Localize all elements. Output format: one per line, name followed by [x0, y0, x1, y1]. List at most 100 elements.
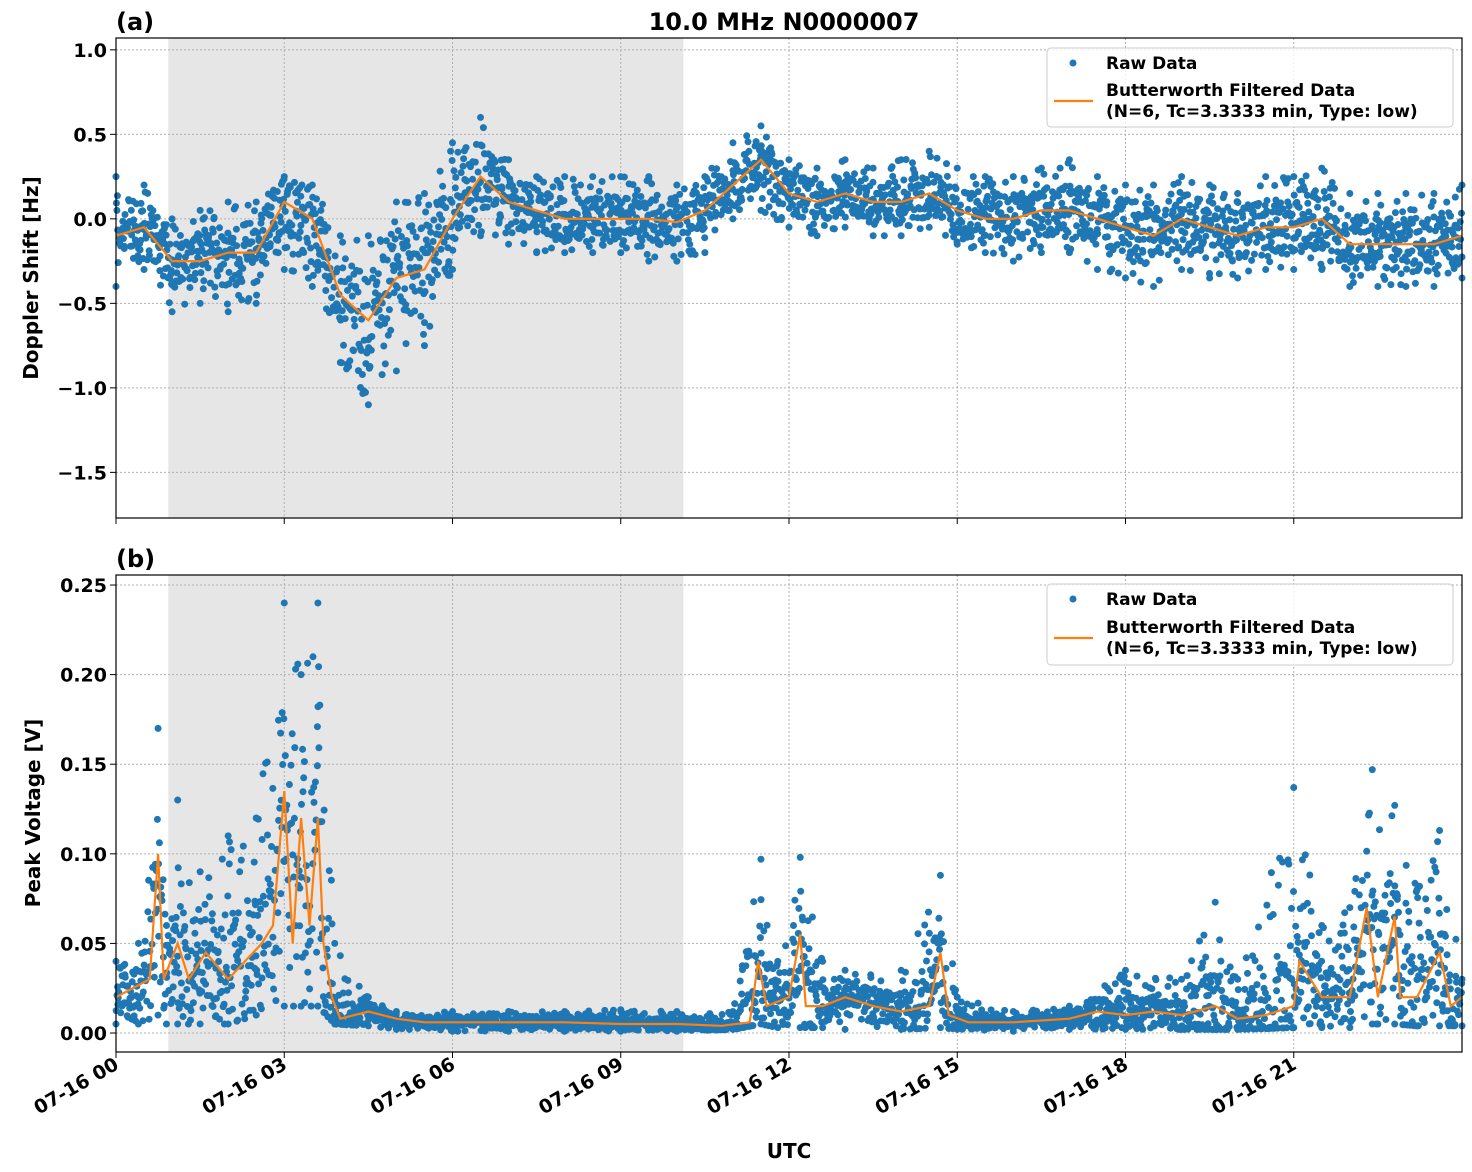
raw-data-point — [1037, 249, 1045, 257]
raw-data-point — [364, 232, 372, 240]
raw-data-point — [299, 745, 307, 753]
raw-data-point — [1376, 252, 1384, 260]
raw-data-point — [711, 226, 719, 234]
raw-data-point — [217, 925, 225, 933]
raw-data-point — [162, 231, 170, 239]
raw-data-point — [491, 158, 499, 166]
raw-data-point — [293, 212, 301, 220]
raw-data-point — [1334, 238, 1342, 246]
raw-data-point — [1220, 190, 1228, 198]
raw-data-point — [1381, 275, 1389, 283]
y-tick-label: −1.5 — [57, 462, 107, 484]
raw-data-point — [300, 774, 308, 782]
raw-data-point — [156, 267, 164, 275]
raw-data-point — [418, 279, 426, 287]
raw-data-point — [427, 228, 435, 236]
raw-data-point — [1139, 1025, 1147, 1033]
raw-data-point — [290, 267, 297, 275]
raw-data-point — [272, 997, 280, 1005]
y-tick-label: 0.5 — [73, 124, 107, 146]
raw-data-point — [1377, 201, 1385, 209]
raw-data-point — [1374, 282, 1382, 290]
raw-data-point — [561, 249, 569, 257]
raw-data-point — [768, 150, 776, 158]
raw-data-point — [300, 758, 308, 766]
raw-data-point — [820, 222, 828, 229]
raw-data-point — [451, 184, 459, 192]
raw-data-point — [177, 880, 185, 888]
raw-data-point — [923, 957, 930, 965]
raw-data-point — [157, 281, 164, 289]
y-tick-label: 0.0 — [73, 209, 107, 231]
raw-data-point — [474, 185, 482, 193]
raw-data-point — [1192, 992, 1200, 1000]
raw-data-point — [248, 238, 256, 246]
raw-data-point — [537, 191, 545, 199]
raw-data-point — [304, 659, 312, 667]
raw-data-point — [406, 264, 414, 272]
raw-data-point — [191, 929, 199, 937]
raw-data-point — [1166, 974, 1174, 982]
raw-data-point — [1136, 186, 1144, 194]
raw-data-point — [278, 709, 286, 717]
raw-data-point — [1033, 181, 1040, 189]
raw-data-point — [736, 206, 743, 214]
raw-data-point — [460, 155, 468, 163]
raw-data-point — [912, 174, 920, 182]
raw-data-point — [177, 979, 185, 987]
raw-data-point — [1410, 206, 1418, 214]
raw-data-point — [1065, 249, 1073, 257]
raw-data-point — [968, 1002, 976, 1010]
raw-data-point — [925, 223, 933, 231]
raw-data-point — [323, 925, 331, 933]
raw-data-point — [409, 227, 417, 235]
raw-data-point — [1006, 206, 1014, 214]
raw-data-point — [449, 246, 457, 254]
raw-data-point — [252, 299, 260, 307]
raw-data-point — [470, 228, 478, 236]
raw-data-point — [238, 296, 246, 304]
raw-data-point — [795, 904, 803, 912]
raw-data-point — [1202, 254, 1210, 262]
raw-data-point — [159, 876, 167, 884]
raw-data-point — [191, 276, 199, 284]
raw-data-point — [435, 223, 442, 231]
raw-data-point — [714, 178, 722, 186]
raw-data-point — [136, 246, 144, 254]
raw-data-point — [1179, 236, 1187, 244]
raw-data-point — [298, 181, 306, 189]
raw-data-point — [760, 1014, 768, 1022]
raw-data-point — [1001, 1006, 1009, 1014]
raw-data-point — [417, 312, 425, 320]
raw-data-point — [1157, 249, 1165, 257]
raw-data-point — [358, 371, 366, 378]
raw-data-point — [280, 266, 288, 274]
raw-data-point — [119, 235, 127, 243]
raw-data-point — [1454, 224, 1462, 232]
raw-data-point — [1402, 189, 1410, 197]
raw-data-point — [261, 900, 269, 908]
raw-data-point — [178, 993, 186, 1001]
raw-data-point — [1263, 197, 1271, 204]
raw-data-point — [1073, 222, 1081, 230]
raw-data-point — [813, 232, 821, 240]
raw-data-point — [1165, 197, 1173, 205]
raw-data-point — [403, 237, 411, 245]
raw-data-point — [209, 228, 217, 236]
raw-data-point — [790, 939, 798, 946]
raw-data-point — [548, 244, 555, 252]
raw-data-point — [301, 949, 309, 957]
raw-data-point — [1406, 227, 1414, 235]
raw-data-point — [1234, 199, 1242, 206]
raw-data-point — [1387, 281, 1395, 289]
raw-data-point — [599, 241, 607, 249]
raw-data-point — [307, 1002, 315, 1010]
raw-data-point — [201, 916, 209, 924]
raw-data-point — [196, 232, 204, 239]
raw-data-point — [589, 249, 597, 257]
raw-data-point — [1207, 978, 1215, 986]
raw-data-point — [266, 240, 274, 248]
raw-data-point — [1208, 192, 1215, 200]
raw-data-point — [308, 925, 316, 933]
raw-data-point — [533, 173, 541, 181]
